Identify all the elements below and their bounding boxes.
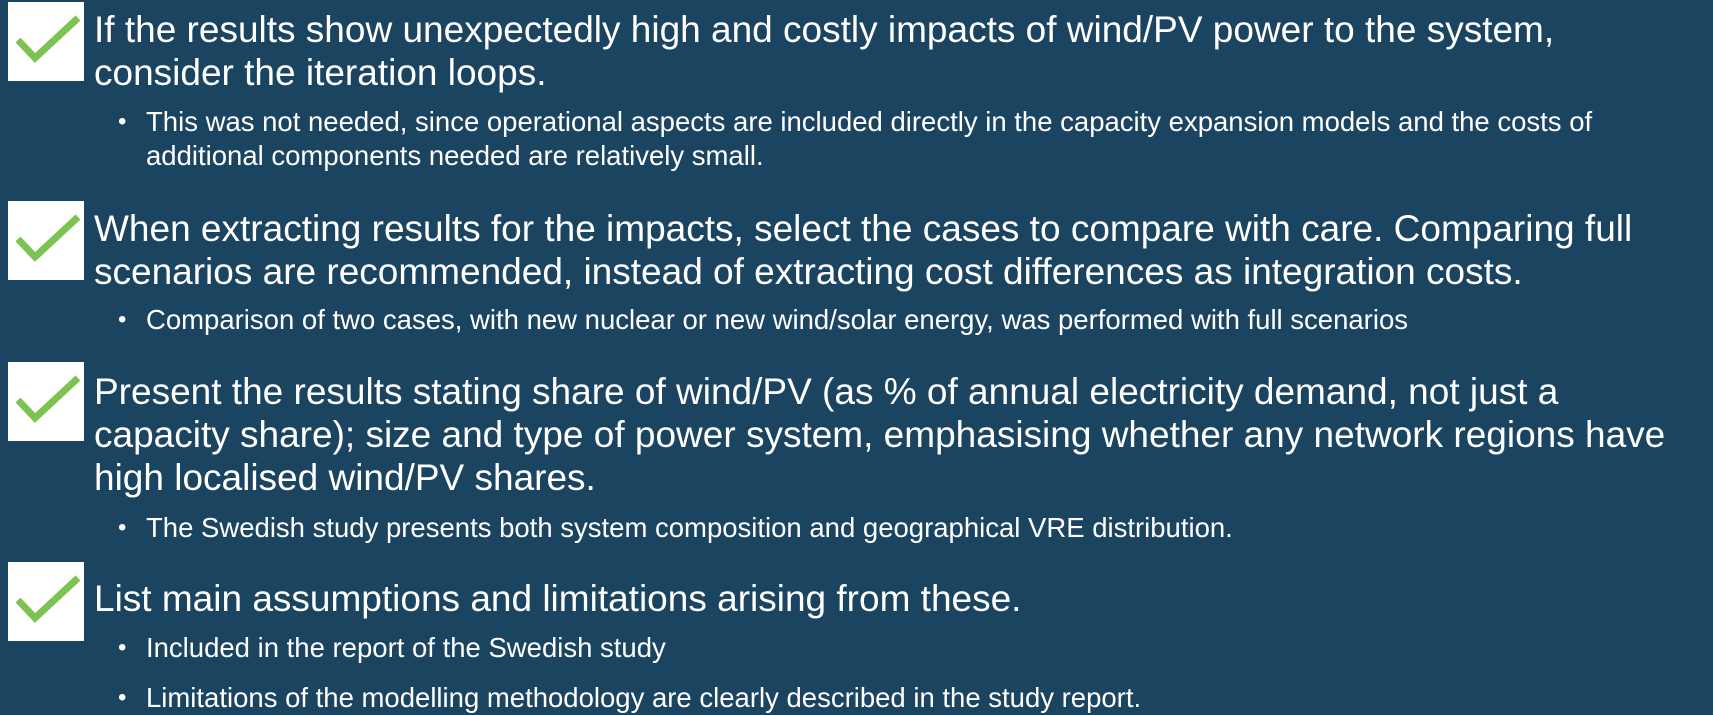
bullet-text: The Swedish study presents both system c…: [146, 512, 1233, 543]
bullet-text: Limitations of the modelling methodology…: [146, 682, 1142, 713]
heading: Present the results stating share of win…: [94, 371, 1666, 498]
check-mark: [8, 362, 84, 441]
bullet-text: This was not needed, since operational a…: [146, 106, 1593, 171]
checkbox-icon: [8, 562, 84, 641]
check-mark: [8, 2, 84, 81]
bullet-dot: •: [118, 514, 127, 541]
checkbox-icon: [8, 201, 84, 280]
heading: When extracting results for the impacts,…: [94, 208, 1633, 292]
bullet-text: Comparison of two cases, with new nuclea…: [146, 304, 1408, 335]
bullet-dot: •: [118, 108, 127, 135]
bullet-dot: •: [118, 306, 127, 333]
heading: List main assumptions and limitations ar…: [94, 578, 1022, 619]
bullet-text: Included in the report of the Swedish st…: [146, 632, 666, 663]
check-mark: [8, 201, 84, 280]
heading: If the results show unexpectedly high an…: [94, 9, 1555, 93]
bullet-dot: •: [118, 634, 127, 661]
checkbox-icon: [8, 362, 84, 441]
bullet-dot: •: [118, 684, 127, 711]
checkbox-icon: [8, 2, 84, 81]
check-mark: [8, 562, 84, 641]
